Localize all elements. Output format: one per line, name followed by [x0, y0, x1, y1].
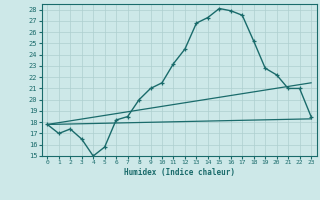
- X-axis label: Humidex (Indice chaleur): Humidex (Indice chaleur): [124, 168, 235, 177]
